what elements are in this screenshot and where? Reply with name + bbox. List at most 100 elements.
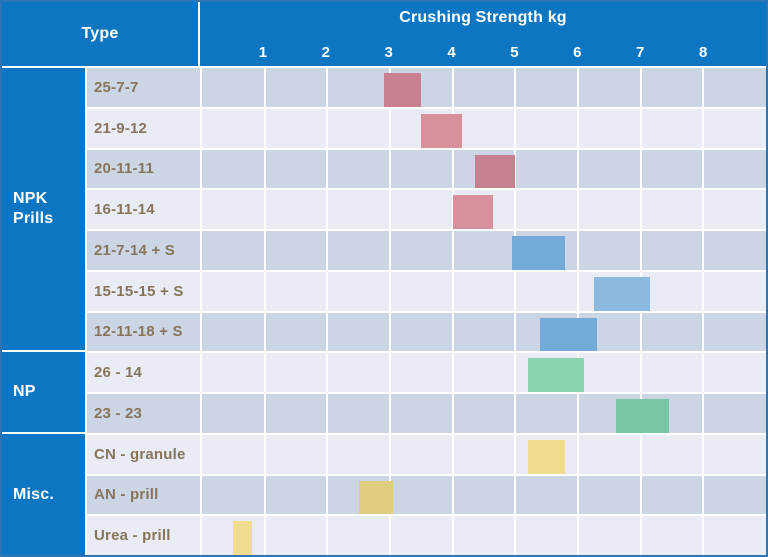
gridline — [577, 394, 579, 433]
gridline — [451, 353, 454, 392]
row-label: 21-9-12 — [87, 108, 202, 148]
gridline — [263, 516, 266, 555]
range-bar-21-9-12 — [421, 113, 463, 148]
row-label: Urea - prill — [87, 516, 202, 555]
range-bar-25-7-7 — [383, 73, 422, 107]
gridline — [451, 149, 454, 189]
x-axis-tick: 5 — [510, 44, 519, 61]
gridline — [389, 434, 391, 474]
gridline — [326, 149, 329, 189]
gridline — [514, 434, 517, 474]
row-chart-area — [202, 108, 766, 148]
group-label: Misc. — [13, 485, 55, 503]
x-axis-tick: 8 — [698, 44, 708, 61]
table-row: 12-11-18 + S — [87, 312, 766, 354]
gridline — [639, 353, 642, 392]
gridline — [639, 475, 642, 515]
row-chart-area — [202, 231, 766, 270]
row-label: 12-11-18 + S — [87, 312, 202, 352]
row-label: 15-15-15 + S — [87, 271, 202, 311]
gridline — [389, 149, 391, 189]
gridline — [702, 149, 705, 189]
group-cell-npk-prills: NPK Prills — [2, 68, 87, 352]
gridline — [702, 68, 705, 107]
table-row: Urea - prill — [87, 516, 766, 555]
gridline — [326, 394, 329, 433]
range-bar-21-7-14-s — [512, 236, 566, 270]
gridline — [577, 108, 579, 148]
row-chart-area — [202, 353, 766, 392]
gridline — [702, 271, 705, 311]
range-bar-12-11-18-s — [540, 317, 597, 352]
range-bar-urea-prill — [233, 521, 253, 555]
row-label: 20-11-11 — [87, 149, 202, 189]
range-bar-an-prill — [358, 480, 394, 515]
gridline — [451, 68, 454, 107]
gridline — [514, 108, 517, 148]
gridline — [451, 271, 454, 311]
chart-title: Crushing Strength kg — [399, 9, 567, 26]
row-chart-area — [202, 312, 766, 352]
gridline — [263, 312, 266, 352]
group-label: NP — [13, 383, 36, 400]
row-label: CN - granule — [87, 434, 202, 474]
row-chart-area — [202, 394, 766, 433]
chart-header: Crushing Strength kg 1 2 3 4 5 6 7 8 — [200, 2, 766, 66]
gridline — [326, 231, 329, 270]
type-column-header: Type — [2, 2, 200, 66]
table-row: 23 - 23 — [87, 394, 766, 435]
gridline — [702, 475, 705, 515]
gridline — [577, 68, 579, 107]
gridline — [577, 231, 579, 270]
range-bar-16-11-14 — [452, 195, 494, 229]
gridline — [263, 190, 266, 229]
x-axis-tick: 6 — [573, 44, 582, 61]
row-label: AN - prill — [87, 475, 202, 515]
row-chart-area — [202, 516, 766, 555]
gridline — [639, 149, 642, 189]
gridline — [639, 434, 642, 474]
gridline — [263, 394, 266, 433]
gridline — [326, 190, 329, 229]
row-label: 26 - 14 — [87, 353, 202, 392]
gridline — [639, 312, 642, 352]
gridline — [451, 516, 454, 555]
table-row: 25-7-7 — [87, 68, 766, 109]
range-bar-cn-granule — [527, 439, 566, 474]
gridline — [389, 231, 391, 270]
group-cell-misc: Misc. — [2, 434, 87, 555]
gridline — [263, 68, 266, 107]
range-bar-15-15-15-s — [593, 276, 651, 311]
gridline — [639, 516, 642, 555]
gridline — [577, 434, 579, 474]
gridline — [326, 475, 329, 515]
x-axis-tick: 1 — [258, 44, 268, 61]
x-axis-tick: 3 — [384, 44, 393, 61]
gridline — [451, 231, 454, 270]
gridline — [577, 271, 579, 311]
row-chart-area — [202, 271, 766, 311]
gridline — [702, 190, 705, 229]
gridline — [514, 190, 517, 229]
gridline — [326, 516, 329, 555]
gridline — [577, 516, 579, 555]
row-chart-area — [202, 475, 766, 515]
gridline — [702, 108, 705, 148]
group-cell-np: NP — [2, 351, 87, 435]
gridline — [702, 353, 705, 392]
table-row: 16-11-14 — [87, 190, 766, 231]
gridline — [263, 149, 266, 189]
gridline — [514, 149, 517, 189]
gridline — [514, 516, 517, 555]
gridline — [451, 394, 454, 433]
table-header: Type Crushing Strength kg 1 2 3 4 5 6 7 8 — [2, 2, 766, 68]
range-bar-26-14 — [527, 358, 585, 392]
gridline — [639, 231, 642, 270]
gridline — [263, 434, 266, 474]
table-row: CN - granule — [87, 434, 766, 476]
row-label: 25-7-7 — [87, 68, 202, 107]
gridline — [326, 271, 329, 311]
group-column: NPK Prills NP Misc. — [2, 68, 87, 555]
type-header-label: Type — [81, 25, 119, 42]
